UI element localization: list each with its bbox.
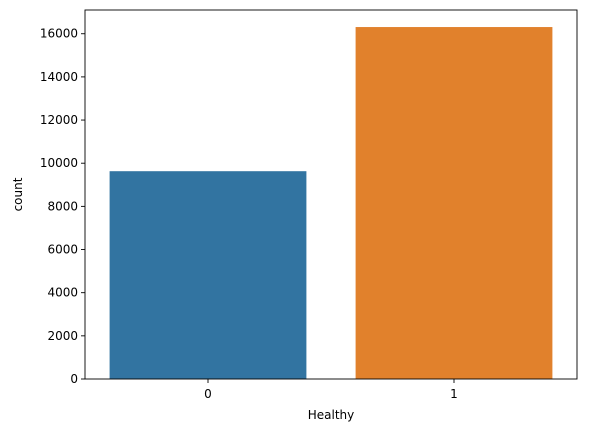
y-tick-label: 6000 [47,243,78,257]
y-tick-label: 16000 [40,27,78,41]
y-tick-label: 0 [70,372,78,386]
y-tick-label: 4000 [47,286,78,300]
bar-0 [109,171,307,379]
x-tick-label: 0 [204,387,212,401]
y-tick-label: 14000 [40,70,78,84]
y-tick-label: 12000 [40,113,78,127]
bars-group [109,27,553,380]
y-tick-label: 8000 [47,199,78,213]
y-axis: 0 2000 4000 6000 8000 10000 12000 14000 16000 [40,27,85,386]
plot-frame [84,9,578,380]
y-axis-label: count [11,177,25,211]
y-tick-label: 2000 [47,329,78,343]
bar-1 [355,27,553,380]
x-tick-label: 1 [450,387,458,401]
y-tick-label: 10000 [40,156,78,170]
x-axis-label: Healthy [308,408,355,422]
